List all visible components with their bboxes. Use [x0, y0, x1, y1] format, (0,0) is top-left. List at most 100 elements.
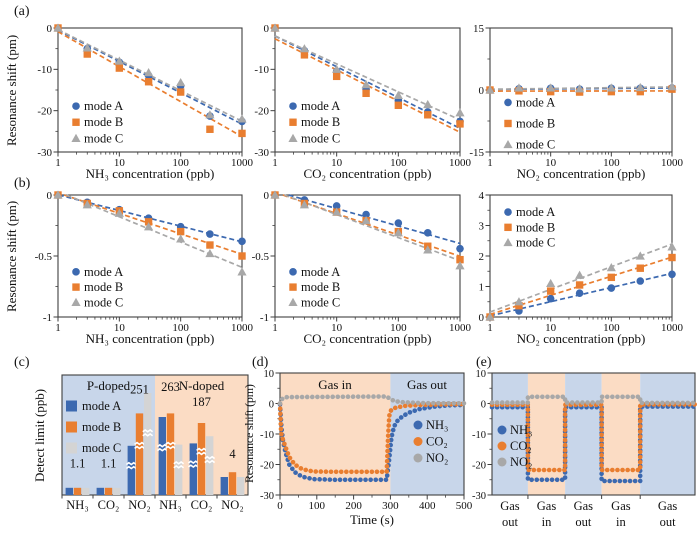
- category-label: NO₂: [221, 498, 243, 512]
- x-axis-label-a2: CO₂ concentration (ppb): [303, 166, 432, 181]
- data-point: [176, 227, 185, 236]
- legend-marker: [289, 283, 297, 291]
- x-tick-label: 1000: [231, 157, 254, 169]
- legend-marker: [72, 118, 80, 126]
- y-axis-label-row-a: Resonance shift (pm): [4, 34, 19, 146]
- data-point: [635, 82, 645, 92]
- y-tick-label: -30: [254, 147, 269, 159]
- data-point: [575, 281, 584, 289]
- legend-marker: [71, 297, 81, 306]
- y-tick-label: -20: [37, 105, 52, 117]
- region-label-line1: Gas: [537, 499, 557, 513]
- region-background: [492, 373, 528, 495]
- category-label: NH₃: [159, 498, 181, 512]
- data-point: [575, 84, 585, 93]
- data-point: [205, 248, 215, 258]
- data-point: [514, 83, 524, 92]
- data-point: [176, 77, 186, 87]
- y-axis-label-row-b: Resonance shift (pm): [4, 200, 19, 312]
- legend-marker: [497, 457, 507, 467]
- legend-label: NO₂: [510, 455, 532, 469]
- y-tick-label: -0.5: [252, 251, 270, 263]
- axis-break-mark: [196, 451, 207, 456]
- data-point: [606, 262, 616, 272]
- axis-break-mark: [204, 459, 216, 464]
- x-tick-label: 10: [331, 322, 343, 334]
- legend-swatch: [66, 442, 77, 454]
- y-tick-label: -10: [37, 64, 52, 76]
- y-tick-label: -30: [260, 491, 274, 502]
- legend-label: mode B: [516, 116, 555, 130]
- y-tick-label: 1: [479, 281, 485, 293]
- y-tick-label: -0.5: [35, 251, 53, 263]
- axis-break-mark: [142, 428, 154, 433]
- axis-break-mark: [125, 461, 137, 466]
- data-point: [270, 23, 280, 32]
- trend-line: [288, 194, 461, 245]
- data-point: [300, 51, 309, 59]
- y-tick-label: 4: [479, 190, 485, 202]
- data-point: [485, 312, 495, 321]
- legend-label: NH₃: [426, 418, 448, 432]
- y-tick-label: 15: [473, 23, 485, 35]
- legend-swatch: [66, 421, 77, 433]
- legend-label: mode C: [516, 236, 555, 250]
- data-point: [575, 270, 585, 279]
- y-tick-label: 0: [264, 23, 270, 35]
- axis-break-mark: [134, 445, 145, 450]
- data-point: [546, 87, 555, 96]
- x-axis-label-panel-d: Time (s): [350, 512, 394, 527]
- panel-label-e: (e): [476, 355, 492, 370]
- legend-label: mode C: [84, 295, 123, 309]
- y-tick-label: -10: [260, 430, 274, 441]
- region-label-line1: Gas: [574, 499, 594, 513]
- legend-label: mode B: [516, 220, 555, 234]
- legend-label: mode A: [84, 265, 123, 279]
- legend-label: mode C: [301, 131, 340, 145]
- x-axis-label-b1: NH₃ concentration (ppb): [85, 331, 215, 346]
- category-label: NO₂: [128, 498, 150, 512]
- data-point: [607, 273, 616, 282]
- data-point: [114, 56, 124, 65]
- x-tick-label: 1: [55, 322, 61, 334]
- category-label: CO₂: [191, 498, 213, 512]
- axis-break-mark: [156, 447, 168, 452]
- axis-break-mark: [142, 432, 154, 437]
- x-tick-label: 1: [272, 157, 278, 169]
- x-tick-label: 1: [487, 157, 493, 169]
- data-point: [115, 64, 124, 72]
- data-point: [238, 237, 246, 246]
- data-point: [362, 89, 370, 98]
- y-tick-label: 10: [476, 369, 487, 380]
- data-point: [668, 253, 676, 262]
- data-point: [206, 241, 214, 249]
- data-point: [423, 99, 433, 109]
- y-tick-label: -20: [260, 460, 274, 471]
- y-tick-label: 2: [479, 251, 485, 263]
- axis-break-mark: [173, 460, 185, 465]
- region-label-line2: out: [660, 515, 677, 529]
- axis-break-mark: [173, 464, 185, 469]
- data-point: [144, 78, 153, 86]
- legend-marker: [503, 237, 513, 247]
- x-axis-label-a1: NH₃ concentration (ppb): [85, 166, 215, 181]
- data-point: [667, 82, 677, 91]
- region-label-line1: Gas: [500, 499, 520, 513]
- data-point: [205, 110, 215, 119]
- x-tick-label: 1000: [661, 322, 684, 334]
- region-label-line2: out: [502, 515, 519, 529]
- data-point: [143, 68, 154, 77]
- data-point: [607, 284, 616, 292]
- data-point: [485, 85, 495, 94]
- category-label: NH₃: [66, 498, 88, 512]
- region-background: [565, 373, 602, 495]
- bar: [166, 413, 175, 495]
- data-point: [456, 244, 464, 253]
- data-point: [238, 129, 246, 138]
- axis-break-mark: [134, 441, 145, 446]
- legend-label: mode A: [82, 399, 121, 413]
- x-tick-label: 10: [114, 157, 126, 169]
- y-tick-label: 0: [481, 399, 486, 410]
- y-tick-label: -10: [254, 64, 269, 76]
- bar: [144, 393, 152, 495]
